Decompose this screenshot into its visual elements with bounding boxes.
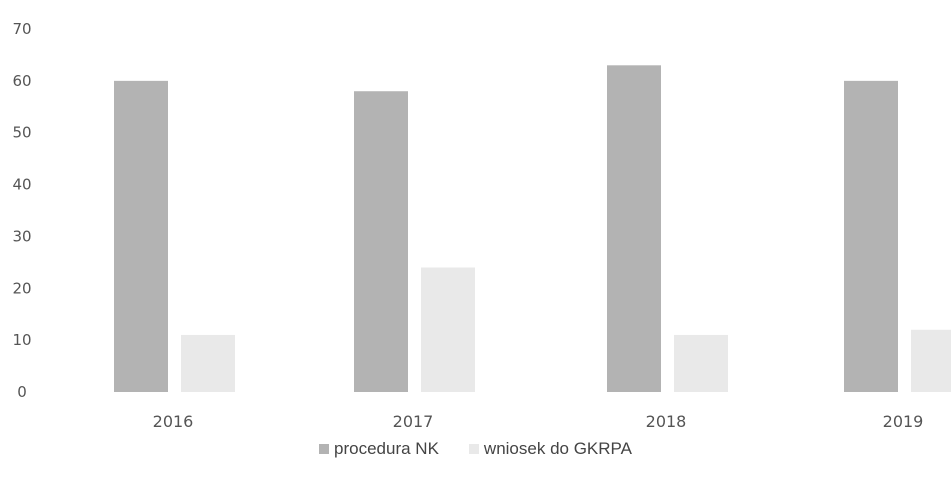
y-tick-label: 30	[12, 227, 31, 245]
x-category-label: 2018	[646, 412, 687, 431]
bar-2017-series-2	[421, 267, 475, 392]
x-category-label: 2017	[393, 412, 434, 431]
y-tick-label: 0	[17, 383, 27, 401]
legend-item-series-1: procedura NK	[319, 439, 439, 459]
bar-2018-series-1	[607, 65, 661, 393]
legend-label: procedura NK	[334, 439, 439, 458]
y-tick-label: 50	[12, 124, 31, 142]
y-tick-label: 70	[12, 20, 31, 38]
legend-swatch	[468, 444, 479, 454]
bar-2018-series-2	[674, 334, 728, 392]
y-tick-label: 20	[12, 279, 31, 297]
bar-2016-series-2	[181, 334, 235, 392]
bar-2017-series-1	[354, 91, 408, 392]
legend: procedura NK wniosek do GKRPA	[0, 436, 951, 462]
bar-2016-series-1	[114, 80, 168, 392]
bars	[114, 65, 951, 393]
y-tick-label: 10	[12, 331, 31, 349]
y-tick-label: 60	[12, 72, 31, 90]
x-category-label: 2016	[153, 412, 194, 431]
legend-item-series-2: wniosek do GKRPA	[468, 439, 632, 459]
x-axis: 2016 2017 2018 2019	[153, 412, 924, 431]
bar-2019-series-1	[844, 80, 898, 392]
y-tick-label: 40	[12, 176, 31, 194]
legend-label: wniosek do GKRPA	[483, 439, 632, 458]
bar-2019-series-2	[911, 329, 951, 392]
y-axis: 0 10 20 30 40 50 60 70	[12, 20, 31, 401]
legend-swatch	[319, 444, 330, 454]
x-category-label: 2019	[883, 412, 924, 431]
